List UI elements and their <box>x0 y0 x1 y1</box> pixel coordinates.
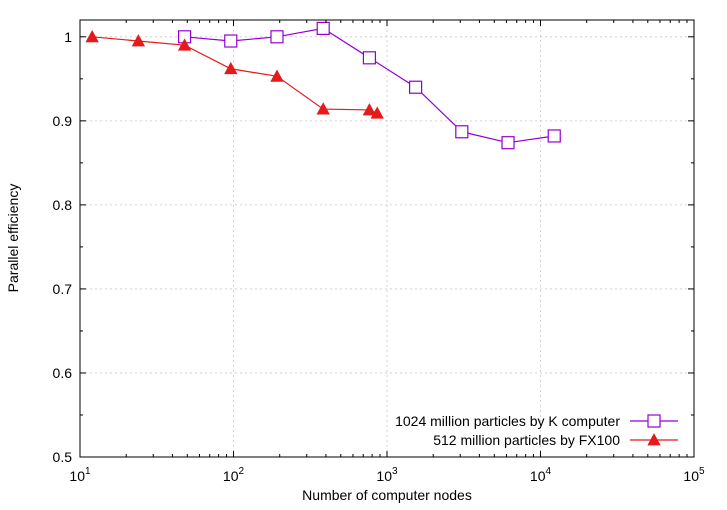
y-tick-label: 1 <box>64 29 72 45</box>
x-tick-exponent: 4 <box>546 466 552 477</box>
data-point <box>370 106 384 119</box>
data-point <box>362 103 377 116</box>
x-tick-base: 10 <box>683 468 699 484</box>
x-tick-base: 10 <box>530 468 546 484</box>
x-tick-label: 101 <box>69 466 91 484</box>
legend: 1024 million particles by K computer 512 … <box>395 413 678 448</box>
series-layer <box>85 21 561 150</box>
series-1 <box>85 29 384 119</box>
legend-label: 1024 million particles by K computer <box>395 413 620 429</box>
x-tick-label: 104 <box>530 466 552 484</box>
legend-marker <box>647 433 661 446</box>
data-point <box>316 21 330 36</box>
x-tick-base: 10 <box>376 468 392 484</box>
data-point <box>547 129 561 143</box>
y-axis-label: Parallel efficiency <box>5 184 21 293</box>
x-tick-exponent: 2 <box>239 466 245 477</box>
data-point <box>177 38 192 51</box>
series-line <box>92 36 378 114</box>
data-point <box>270 30 284 44</box>
y-tick-label: 0.8 <box>53 197 73 213</box>
x-tick-label: 105 <box>683 466 705 484</box>
x-tick-exponent: 1 <box>85 466 91 477</box>
x-tick-label: 102 <box>223 466 245 484</box>
x-tick-label: 103 <box>376 466 398 484</box>
data-point <box>455 125 469 139</box>
x-tick-base: 10 <box>223 468 239 484</box>
data-point <box>224 34 238 48</box>
y-tick-label: 0.7 <box>53 281 73 297</box>
data-point <box>270 69 284 82</box>
data-point <box>409 80 423 94</box>
y-tick-label: 0.9 <box>53 113 73 129</box>
y-tick-label: 0.5 <box>53 449 73 465</box>
y-tick-label: 0.6 <box>53 365 73 381</box>
legend-marker <box>647 414 661 428</box>
x-tick-exponent: 3 <box>392 466 398 477</box>
series-0 <box>177 21 561 150</box>
x-axis-label: Number of computer nodes <box>302 487 472 503</box>
x-tick-exponent: 5 <box>699 466 705 477</box>
series-line <box>184 27 555 144</box>
grid <box>80 20 694 457</box>
legend-label: 512 million particles by FX100 <box>433 432 620 448</box>
data-point <box>131 34 146 47</box>
data-point <box>224 61 238 75</box>
data-point <box>501 136 515 150</box>
x-tick-base: 10 <box>69 468 85 484</box>
data-point <box>362 51 377 65</box>
data-point <box>85 29 99 43</box>
data-point <box>316 102 330 115</box>
